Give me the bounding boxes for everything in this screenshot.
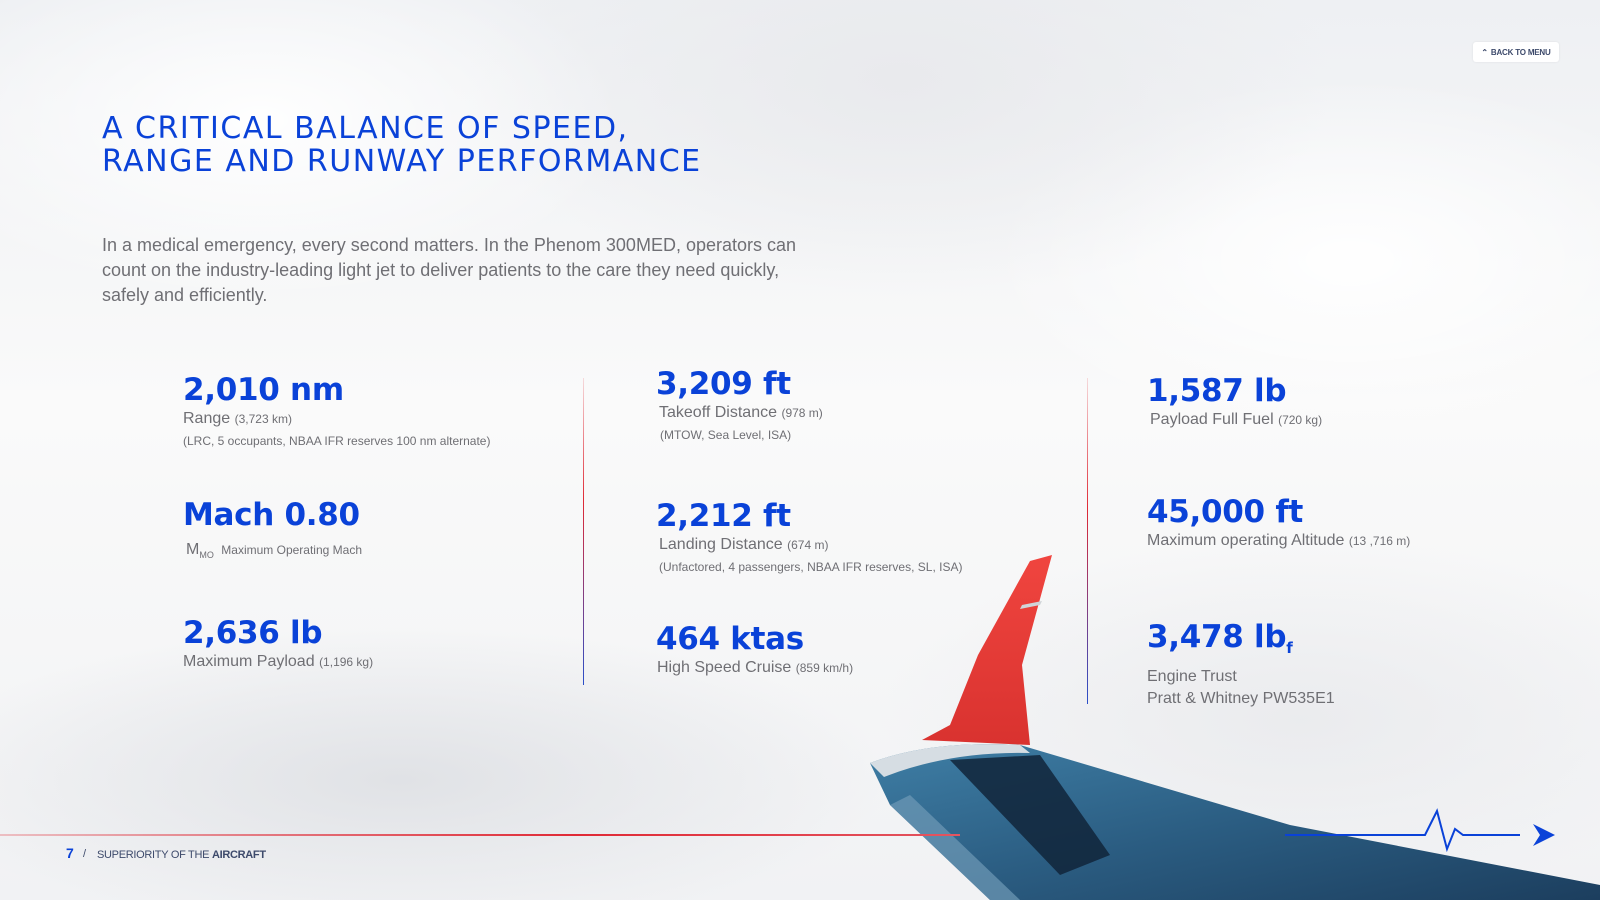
stat-value: 3,209 ft: [656, 366, 791, 402]
stat-label: Range (3,723 km): [183, 408, 490, 430]
chevron-up-icon: ⌃: [1481, 47, 1488, 57]
page-number: 7: [66, 845, 74, 861]
intro-paragraph: In a medical emergency, every second mat…: [102, 235, 797, 305]
label-unit: (1,196 kg): [319, 655, 374, 669]
label-unit: (13 ,716 m): [1348, 534, 1411, 548]
stat-label: MMO Maximum Operating Mach: [183, 539, 362, 566]
label-text: Range: [183, 410, 231, 427]
stat-landing: 2,212 ft Landing Distance (674 m) (Unfac…: [656, 498, 962, 576]
stat-value: 2,212 ft: [656, 498, 791, 534]
stat-value: 3,478 lbf: [1147, 619, 1335, 666]
back-to-menu-label: BACK TO MENU: [1490, 47, 1551, 57]
title-line-2: RANGE AND RUNWAY PERFORMANCE: [102, 144, 702, 179]
stat-label: High Speed Cruise (859 km/h): [657, 657, 853, 679]
label-text: Takeoff Distance: [659, 404, 777, 421]
label-unit: (978 m): [781, 406, 823, 420]
stat-note: (Unfactored, 4 passengers, NBAA IFR rese…: [659, 560, 963, 574]
engine-model: Pratt & Whitney PW535E1: [1147, 690, 1335, 707]
stat-value: 45,000 ft: [1147, 494, 1304, 530]
stat-mach: Mach 0.80 MMO Maximum Operating Mach: [183, 497, 362, 566]
stat-payload-full-fuel: 1,587 lb Payload Full Fuel (720 kg): [1147, 373, 1322, 431]
label-text: High Speed Cruise: [657, 659, 792, 676]
stat-label: Maximum operating Altitude (13 ,716 m): [1147, 530, 1410, 552]
section-name: SUPERIORITY OF THE AIRCRAFT: [97, 849, 266, 861]
label-unit: (674 m): [787, 538, 829, 552]
stat-note: (LRC, 5 occupants, NBAA IFR reserves 100…: [183, 434, 491, 448]
stat-value: 1,587 lb: [1147, 373, 1287, 409]
page-title: A CRITICAL BALANCE OF SPEED, RANGE AND R…: [102, 112, 862, 178]
stat-label: Maximum Payload (1,196 kg): [183, 651, 373, 673]
thrust-subscript: f: [1286, 639, 1293, 657]
section-bold: AIRCRAFT: [211, 849, 266, 861]
footer-separator: /: [83, 848, 87, 860]
footer-red-line: [0, 834, 960, 836]
stat-takeoff: 3,209 ft Takeoff Distance (978 m) (MTOW,…: [656, 366, 823, 444]
label-text: Maximum operating Altitude: [1147, 532, 1345, 549]
stat-altitude: 45,000 ft Maximum operating Altitude (13…: [1147, 494, 1410, 552]
label-text: Payload Full Fuel: [1150, 411, 1274, 428]
back-to-menu-button[interactable]: ⌃ BACK TO MENU: [1473, 42, 1559, 62]
stat-note: (MTOW, Sea Level, ISA): [660, 428, 792, 442]
title-line-1: A CRITICAL BALANCE OF SPEED,: [102, 111, 629, 146]
stat-value: 2,636 lb: [183, 615, 323, 651]
stat-cruise: 464 ktas High Speed Cruise (859 km/h): [656, 621, 853, 679]
label-unit: (720 kg): [1278, 413, 1323, 427]
column-divider-1: [583, 378, 584, 685]
label-mo: MO: [199, 550, 214, 561]
label-unit: (859 km/h): [795, 661, 854, 675]
column-divider-2: [1087, 378, 1088, 704]
stat-max-payload: 2,636 lb Maximum Payload (1,196 kg): [183, 615, 373, 673]
aircraft-wing-illustration: [870, 555, 1600, 900]
label-text: Maximum Payload: [183, 653, 315, 670]
stat-label: Payload Full Fuel (720 kg): [1150, 409, 1322, 431]
label-text: Landing Distance: [659, 536, 783, 553]
stat-label: Takeoff Distance (978 m): [659, 402, 823, 424]
stat-value: Mach 0.80: [183, 497, 360, 533]
stat-label: Landing Distance (674 m): [659, 534, 962, 556]
section-prefix: SUPERIORITY OF THE: [97, 849, 210, 861]
stat-value: 2,010 nm: [183, 372, 344, 408]
stat-label: Engine Trust: [1147, 668, 1237, 685]
label-m: M: [186, 541, 200, 558]
label-rest: Maximum Operating Mach: [221, 543, 362, 557]
thrust-value: 3,478 lb: [1147, 619, 1287, 655]
label-unit: (3,723 km): [234, 412, 292, 426]
heartbeat-arrow-icon: [1285, 808, 1555, 853]
stat-range: 2,010 nm Range (3,723 km) (LRC, 5 occupa…: [183, 372, 490, 450]
stat-engine-thrust: 3,478 lbf Engine Trust Pratt & Whitney P…: [1147, 619, 1335, 710]
stat-value: 464 ktas: [656, 621, 804, 657]
